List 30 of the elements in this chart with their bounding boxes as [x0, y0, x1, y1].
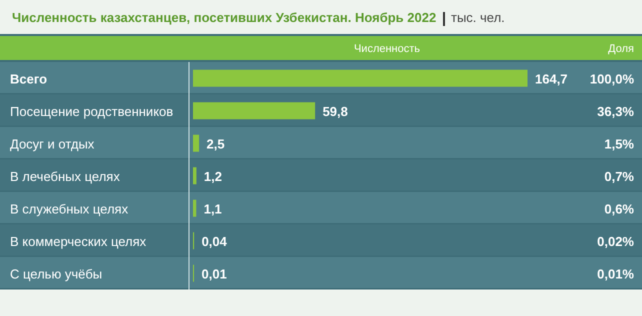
- text: 0,02%: [597, 234, 634, 249]
- y-tick-label: Досуг и отдых: [10, 136, 95, 152]
- bar: [193, 167, 196, 184]
- data-label: 1,2: [204, 168, 222, 184]
- data-label: 2,5: [206, 136, 225, 152]
- bar: [193, 102, 316, 120]
- data-label: 59,8: [322, 104, 348, 119]
- bar: [193, 134, 200, 152]
- y-tick-label: В лечебных целях: [10, 168, 120, 184]
- text: 0,6%: [604, 201, 634, 216]
- text: 100,0%: [590, 71, 634, 86]
- text: Доля: [608, 43, 634, 55]
- y-tick-label: С целью учёбы: [10, 266, 102, 282]
- chart-title: Численность казахстанцев, посетивших Узбекистан. Ноябрь 2022: [12, 10, 436, 25]
- data-label: 0,01: [202, 266, 227, 282]
- x-axis-title: Численность: [354, 43, 420, 55]
- data-label: 164,7: [535, 71, 568, 86]
- text: 0,7%: [604, 168, 634, 184]
- y-tick-label: В служебных целях: [10, 201, 129, 216]
- text: 36,3%: [597, 104, 634, 119]
- bar: [193, 70, 528, 87]
- text: 1,5%: [604, 136, 634, 152]
- bar: [193, 200, 196, 217]
- data-label: 1,1: [204, 201, 222, 216]
- y-tick-label: Всего: [10, 71, 48, 86]
- data-label: 0,04: [202, 234, 228, 249]
- y-tick-label: Посещение родственников: [10, 104, 174, 119]
- text: 0,01%: [597, 266, 634, 282]
- chart-subtitle: тыс. чел.: [451, 10, 505, 25]
- y-tick-label: В коммерческих целях: [10, 234, 147, 249]
